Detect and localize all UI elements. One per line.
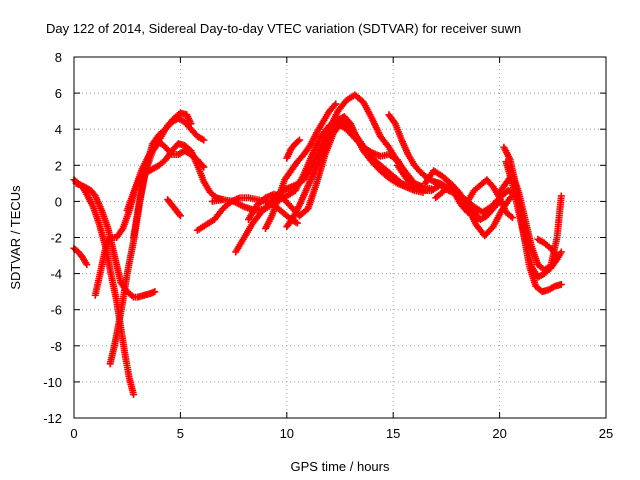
data-point — [167, 149, 175, 157]
data-point — [118, 226, 126, 234]
data-point — [332, 100, 340, 108]
data-point — [199, 162, 207, 170]
data-point — [330, 101, 338, 109]
y-tick-label: 8 — [55, 50, 62, 65]
x-tick-label: 0 — [70, 426, 77, 441]
x-tick-label: 5 — [177, 426, 184, 441]
chart-title: Day 122 of 2014, Sidereal Day-to-day VTE… — [46, 21, 521, 36]
series-arc-13 — [262, 100, 340, 232]
series-arc-15 — [283, 136, 304, 162]
series-arc-20 — [464, 176, 516, 222]
y-tick-label: 6 — [55, 86, 62, 101]
y-tick-label: -8 — [50, 339, 62, 354]
data-point — [130, 391, 138, 399]
series-arc-19 — [432, 183, 504, 223]
data-point — [175, 210, 183, 218]
y-tick-label: -4 — [50, 267, 62, 282]
data-point — [200, 163, 208, 171]
series-arc-7 — [130, 138, 208, 241]
x-tick-label: 20 — [492, 426, 506, 441]
data-point — [557, 280, 565, 288]
series-arc-5 — [106, 114, 208, 368]
axis-ticks: 0 5 10 15 20 25 -12 -10 -8 -6 -4 -2 0 2 4 6 8 — [43, 50, 613, 441]
data-point — [553, 252, 561, 260]
series-arc-14 — [283, 113, 427, 231]
data-point — [176, 212, 184, 220]
data-point — [83, 261, 91, 269]
series-arc-8 — [164, 196, 184, 220]
y-tick-label: -6 — [50, 303, 62, 318]
y-axis-title: SDTVAR / TECUs — [8, 185, 23, 290]
y-tick-label: -12 — [43, 411, 62, 426]
data-point — [296, 136, 304, 144]
data-point — [508, 214, 516, 222]
data-points — [70, 91, 565, 399]
series-arc-3 — [70, 244, 91, 269]
x-tick-label: 25 — [599, 426, 613, 441]
data-point — [557, 248, 565, 256]
data-point — [390, 118, 398, 126]
x-axis-title: GPS time / hours — [291, 459, 390, 474]
series-arc-24 — [534, 235, 561, 260]
x-tick-label: 15 — [386, 426, 400, 441]
y-tick-label: -2 — [50, 231, 62, 246]
data-point — [200, 136, 208, 144]
data-point — [294, 137, 302, 145]
y-tick-label: -10 — [43, 375, 62, 390]
y-tick-label: 2 — [55, 158, 62, 173]
data-point — [151, 288, 159, 296]
x-tick-label: 10 — [280, 426, 294, 441]
data-point — [293, 219, 301, 227]
data-point — [557, 192, 565, 200]
y-tick-label: 0 — [55, 194, 62, 209]
y-tick-label: 4 — [55, 122, 62, 137]
data-point — [552, 250, 560, 258]
